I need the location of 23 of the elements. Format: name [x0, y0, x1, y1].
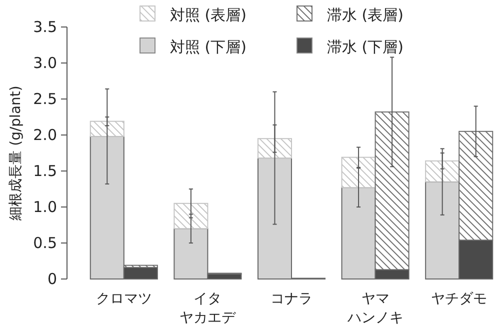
bar [257, 138, 292, 159]
legend-label: 滞水 (下層) [327, 38, 404, 56]
bar [174, 202, 208, 230]
legend-label: 滞水 (表層) [327, 6, 404, 24]
y-tick-label: 3.5 [33, 18, 57, 36]
y-tick-label: 1.0 [33, 198, 57, 216]
bar [90, 120, 124, 137]
y-tick-label: 2.5 [33, 90, 57, 108]
y-tick-label: 0.5 [33, 234, 57, 252]
y-tick-label: 3.0 [33, 54, 57, 72]
legend-label: 対照 (表層) [170, 6, 246, 24]
bar [341, 156, 376, 188]
y-tick-label: 2.0 [33, 126, 57, 144]
x-tick-label: ヤチダモ [431, 291, 488, 307]
x-tick-label: コナラ [270, 291, 312, 307]
y-tick-label: 1.5 [33, 162, 57, 180]
bar [425, 160, 460, 182]
y-tick-label: 0 [47, 270, 57, 288]
x-tick-label: イタヤカエデ [180, 291, 237, 326]
legend-label: 対照 (下層) [170, 38, 246, 56]
x-tick-label: クロマツ [96, 291, 152, 307]
y-axis-title: 細根成長量 (g/plant) [8, 86, 24, 222]
x-tick-label: ヤマハンノキ [346, 291, 404, 326]
